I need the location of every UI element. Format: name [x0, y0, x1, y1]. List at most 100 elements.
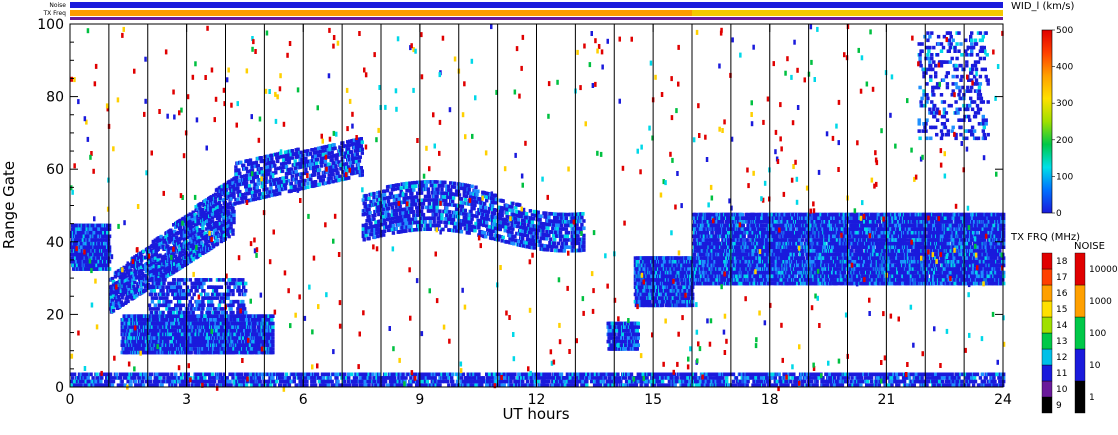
- echo-cell: [178, 218, 183, 223]
- echo-cell: [627, 379, 632, 384]
- echo-cell: [794, 376, 798, 380]
- echo-cell: [235, 383, 239, 387]
- echo-cell: [380, 379, 384, 384]
- echo-cell: [707, 372, 711, 377]
- echo-cell: [199, 339, 203, 344]
- echo-cell: [214, 228, 219, 232]
- echo-cell: [141, 343, 146, 347]
- echo-cell: [191, 379, 195, 384]
- echo-cell: [419, 383, 424, 387]
- echo-cell: [118, 279, 122, 283]
- echo-cell: [189, 237, 193, 241]
- echo-cell: [211, 208, 216, 212]
- echo-cell: [451, 372, 455, 377]
- echo-cell: [711, 372, 715, 377]
- echo-cell: [509, 379, 513, 384]
- echo-cell: [208, 218, 212, 222]
- echo-cell: [78, 249, 83, 253]
- echo-cell: [193, 238, 197, 242]
- echo-cell: [217, 219, 222, 223]
- echo-cell: [440, 372, 444, 377]
- echo-cell: [310, 372, 314, 377]
- echo-cell: [563, 383, 568, 387]
- echo-cell: [191, 210, 195, 215]
- echo-cell: [172, 336, 176, 340]
- echo-cell: [626, 372, 631, 377]
- echo-cell: [622, 376, 626, 380]
- echo-cell: [307, 376, 311, 380]
- echo-cell: [1002, 372, 1006, 377]
- echo-cell: [178, 225, 183, 230]
- echo-cell: [822, 383, 826, 387]
- echo-cell: [882, 379, 886, 384]
- echo-cell: [795, 379, 799, 384]
- echo-cell: [86, 238, 90, 242]
- echo-cell: [945, 376, 950, 380]
- echo-cell: [238, 339, 242, 344]
- noise-bar-label: Noise: [49, 2, 66, 9]
- echo-cell: [420, 372, 425, 377]
- echo-cell: [213, 339, 218, 344]
- echo-cell: [269, 347, 273, 351]
- echo-cell: [271, 379, 275, 384]
- echo-cell: [150, 251, 155, 255]
- echo-cell: [538, 383, 542, 387]
- echo-cell: [219, 343, 224, 347]
- echo-cell: [166, 234, 170, 238]
- echo-cell: [589, 372, 593, 377]
- echo-cell: [129, 268, 133, 273]
- echo-cell: [756, 383, 760, 387]
- echo-cell: [743, 379, 747, 384]
- echo-cell: [212, 350, 217, 355]
- echo-cell: [122, 347, 126, 351]
- echo-cell: [846, 376, 850, 380]
- echo-cell: [196, 254, 200, 259]
- echo-cell: [487, 372, 492, 377]
- echo-cell: [232, 220, 236, 225]
- echo-cell: [229, 193, 233, 198]
- echo-cell: [172, 270, 176, 274]
- echo-cell: [108, 379, 113, 384]
- echo-cell: [616, 376, 620, 380]
- echo-cell: [173, 321, 177, 326]
- echo-cell: [153, 242, 157, 246]
- echo-cell: [532, 372, 536, 377]
- echo-cell: [474, 372, 478, 377]
- echo-cell: [121, 318, 125, 322]
- echo-cell: [195, 240, 199, 245]
- echo-cell: [174, 247, 178, 251]
- echo-cell: [647, 372, 651, 377]
- echo-cell: [108, 372, 113, 377]
- echo-cell: [348, 383, 352, 387]
- echo-cell: [597, 372, 602, 377]
- echo-cell: [230, 318, 234, 322]
- echo-cell: [138, 263, 142, 267]
- echo-cell: [358, 372, 362, 377]
- echo-cell: [206, 336, 210, 340]
- echo-cell: [682, 376, 686, 380]
- echo-cell: [839, 376, 844, 380]
- echo-cell: [201, 207, 205, 212]
- echo-cell: [209, 198, 214, 203]
- echo-cell: [136, 275, 140, 279]
- echo-cell: [99, 263, 103, 268]
- echo-cell: [904, 376, 909, 380]
- echo-cell: [306, 372, 310, 377]
- echo-cell: [762, 383, 767, 387]
- echo-cell: [325, 376, 329, 380]
- echo-cell: [839, 372, 844, 377]
- echo-cell: [290, 372, 294, 377]
- echo-cell: [157, 236, 161, 240]
- echo-cell: [960, 379, 964, 384]
- echo-cell: [199, 328, 203, 333]
- echo-cell: [789, 372, 793, 377]
- echo-cell: [153, 238, 157, 243]
- echo-cell: [400, 379, 404, 384]
- echo-cell: [225, 225, 229, 229]
- echo-cell: [655, 379, 659, 384]
- echo-cell: [582, 379, 586, 384]
- echo-cell: [158, 268, 162, 272]
- echo-cell: [71, 259, 75, 264]
- echo-cell: [224, 214, 228, 219]
- echo-cell: [989, 372, 993, 377]
